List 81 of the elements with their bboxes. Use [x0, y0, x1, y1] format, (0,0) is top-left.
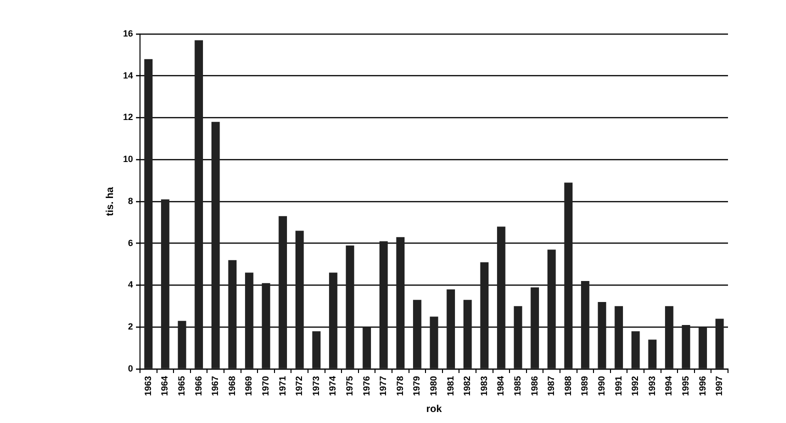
y-tick-label: 12	[122, 112, 134, 122]
x-tick-label: 1975	[344, 376, 354, 396]
bar	[194, 40, 203, 368]
bar	[530, 287, 539, 368]
bar	[346, 245, 354, 368]
x-tick-label: 1979	[412, 376, 422, 396]
bar	[144, 59, 153, 368]
x-tick-label: 1981	[445, 376, 456, 396]
x-tick-label: 1977	[378, 376, 388, 396]
bar	[178, 320, 186, 368]
x-tick-label: 1992	[630, 376, 640, 396]
bar	[614, 306, 623, 368]
bar	[161, 199, 170, 368]
x-tick-label: 1974	[328, 376, 338, 396]
x-tick-label: 1983	[478, 376, 489, 396]
bar	[362, 327, 371, 368]
bar	[329, 272, 338, 368]
bar	[564, 182, 573, 368]
x-tick-label: 1984	[496, 376, 506, 396]
x-tick-label: 1991	[613, 376, 624, 396]
x-tick-label: 1995	[680, 376, 690, 396]
bar	[715, 318, 724, 368]
bar	[228, 260, 237, 368]
y-tick-label: 10	[122, 154, 134, 164]
x-tick-label: 1971	[277, 376, 288, 396]
bar	[514, 306, 522, 368]
bar	[446, 289, 455, 368]
y-tick-label: 6	[128, 238, 134, 248]
bar	[295, 230, 304, 368]
x-tick-label: 1990	[596, 376, 606, 396]
bar	[631, 331, 640, 368]
bar	[413, 300, 422, 368]
x-tick-label: 1996	[697, 376, 708, 396]
bar	[682, 325, 690, 368]
x-tick-label: 1970	[260, 376, 270, 396]
x-tick-label: 1987	[546, 376, 556, 396]
bar	[463, 300, 472, 368]
bar	[278, 216, 287, 368]
bar	[430, 316, 438, 368]
bar	[211, 122, 220, 368]
bar	[598, 302, 606, 368]
x-tick-label: 1985	[512, 376, 522, 396]
x-tick-label: 1982	[462, 376, 472, 396]
bar	[698, 327, 707, 368]
bar	[396, 237, 405, 368]
bar	[547, 250, 556, 368]
bar	[262, 283, 270, 368]
x-tick-label: 1976	[361, 376, 372, 396]
x-tick-label: 1997	[714, 376, 724, 396]
y-axis-title: tis. ha	[104, 186, 116, 216]
y-tick-label: 16	[122, 28, 134, 38]
x-tick-label: 1968	[226, 376, 237, 396]
bar	[312, 331, 321, 368]
bar	[497, 226, 506, 368]
x-tick-label: 1967	[210, 376, 220, 396]
bar	[480, 262, 489, 368]
x-tick-label: 1973	[310, 376, 321, 396]
bar	[665, 306, 674, 368]
x-tick-label: 1989	[580, 376, 590, 396]
bar	[245, 272, 254, 368]
x-tick-label: 1988	[562, 376, 573, 396]
bar	[379, 241, 388, 368]
x-tick-label: 1965	[176, 376, 186, 396]
y-tick-label: 14	[122, 70, 134, 80]
bar	[581, 281, 590, 368]
x-tick-label: 1969	[244, 376, 254, 396]
y-tick-label: 2	[128, 322, 134, 332]
x-tick-label: 1986	[529, 376, 540, 396]
bar	[648, 340, 657, 368]
y-tick-label: 0	[128, 363, 134, 374]
x-axis-title: rok	[426, 404, 442, 415]
y-tick-label: 4	[128, 280, 134, 290]
y-tick-label: 8	[128, 196, 134, 206]
x-tick-label: 1964	[160, 376, 170, 396]
x-tick-label: 1993	[646, 376, 657, 396]
x-tick-label: 1994	[664, 376, 674, 396]
x-tick-label: 1966	[193, 376, 204, 396]
x-tick-label: 1963	[142, 376, 153, 396]
x-tick-label: 1972	[294, 376, 304, 396]
x-tick-label: 1980	[428, 376, 438, 396]
x-tick-label: 1978	[394, 376, 405, 396]
